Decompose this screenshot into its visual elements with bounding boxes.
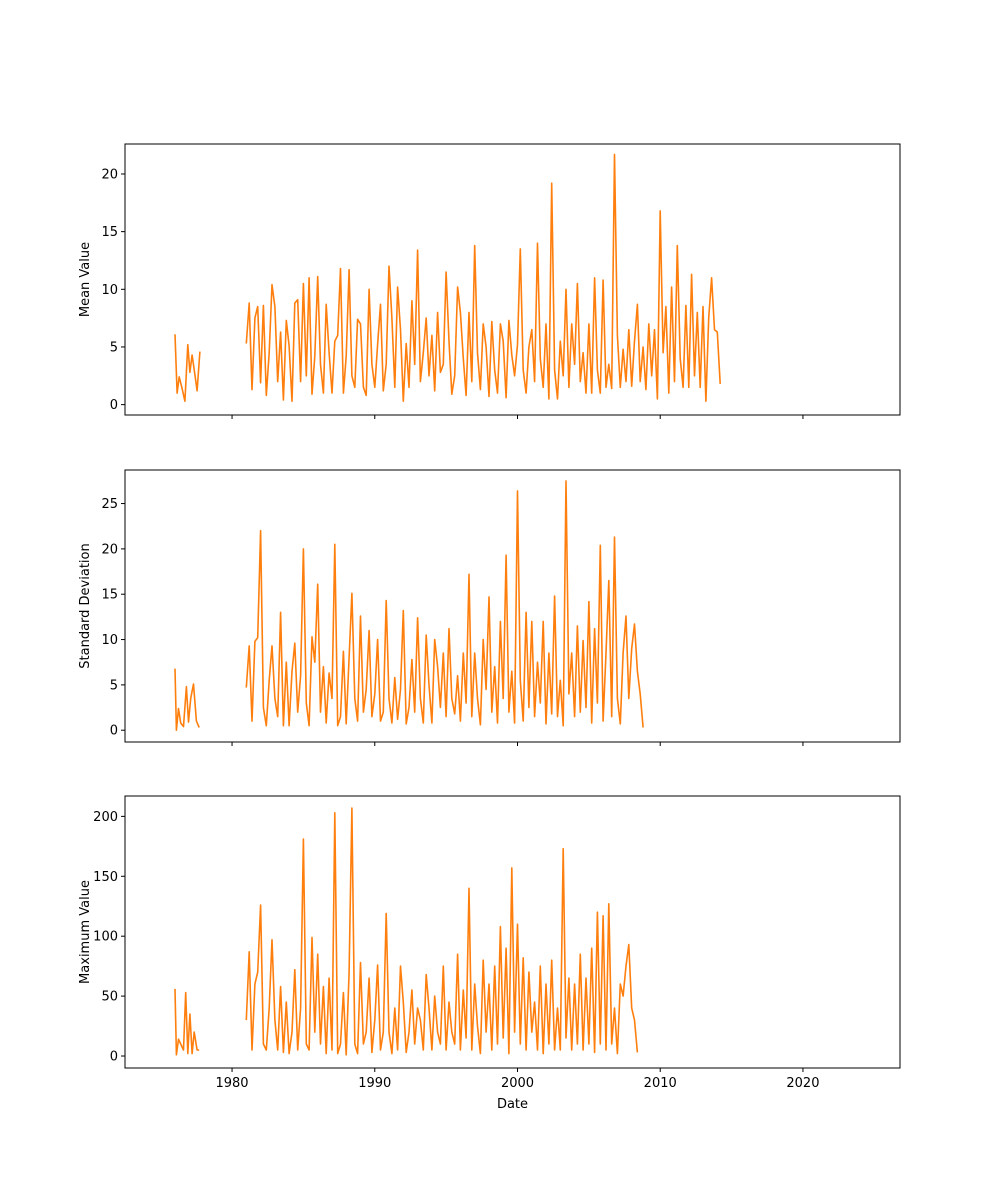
series-line-panel3-segment2 <box>245 807 639 1056</box>
x-tick-label: 1980 <box>215 1076 248 1091</box>
y-tick-label: 150 <box>93 870 118 885</box>
y-tick-label: 10 <box>101 633 118 648</box>
y-tick-label: 0 <box>110 398 118 413</box>
series-line-panel2-segment1 <box>174 668 200 732</box>
y-axis-label-panel1: Mean Value <box>78 242 93 317</box>
y-tick-label: 15 <box>101 588 118 603</box>
x-tick-label: 2000 <box>501 1076 534 1091</box>
y-axis-label-panel2: Standard Deviation <box>78 543 93 668</box>
y-tick-label: 0 <box>110 724 118 739</box>
series-line-panel3-segment1 <box>174 988 200 1056</box>
y-axis-label-panel3: Maximum Value <box>78 880 93 984</box>
series-line-panel2-segment2 <box>245 480 644 728</box>
y-tick-label: 20 <box>101 167 118 182</box>
x-axis-label: Date <box>497 1097 528 1112</box>
y-tick-label: 15 <box>101 225 118 240</box>
y-tick-label: 25 <box>101 497 118 512</box>
y-tick-label: 10 <box>101 283 118 298</box>
axes-frame-panel2 <box>124 469 901 743</box>
x-tick-label: 2020 <box>786 1076 819 1091</box>
axes-frame-panel1 <box>124 143 901 416</box>
x-tick-label: 1990 <box>358 1076 391 1091</box>
axes-frame-panel3 <box>124 795 901 1069</box>
y-tick-label: 200 <box>93 810 118 825</box>
y-tick-label: 20 <box>101 542 118 557</box>
y-tick-label: 5 <box>110 340 118 355</box>
y-tick-label: 0 <box>110 1050 118 1065</box>
y-tick-label: 50 <box>101 990 118 1005</box>
series-line-panel1-segment1 <box>174 334 201 403</box>
series-line-panel1-segment2 <box>245 153 721 403</box>
y-tick-label: 100 <box>93 930 118 945</box>
x-tick-label: 2010 <box>644 1076 677 1091</box>
y-tick-label: 5 <box>110 678 118 693</box>
